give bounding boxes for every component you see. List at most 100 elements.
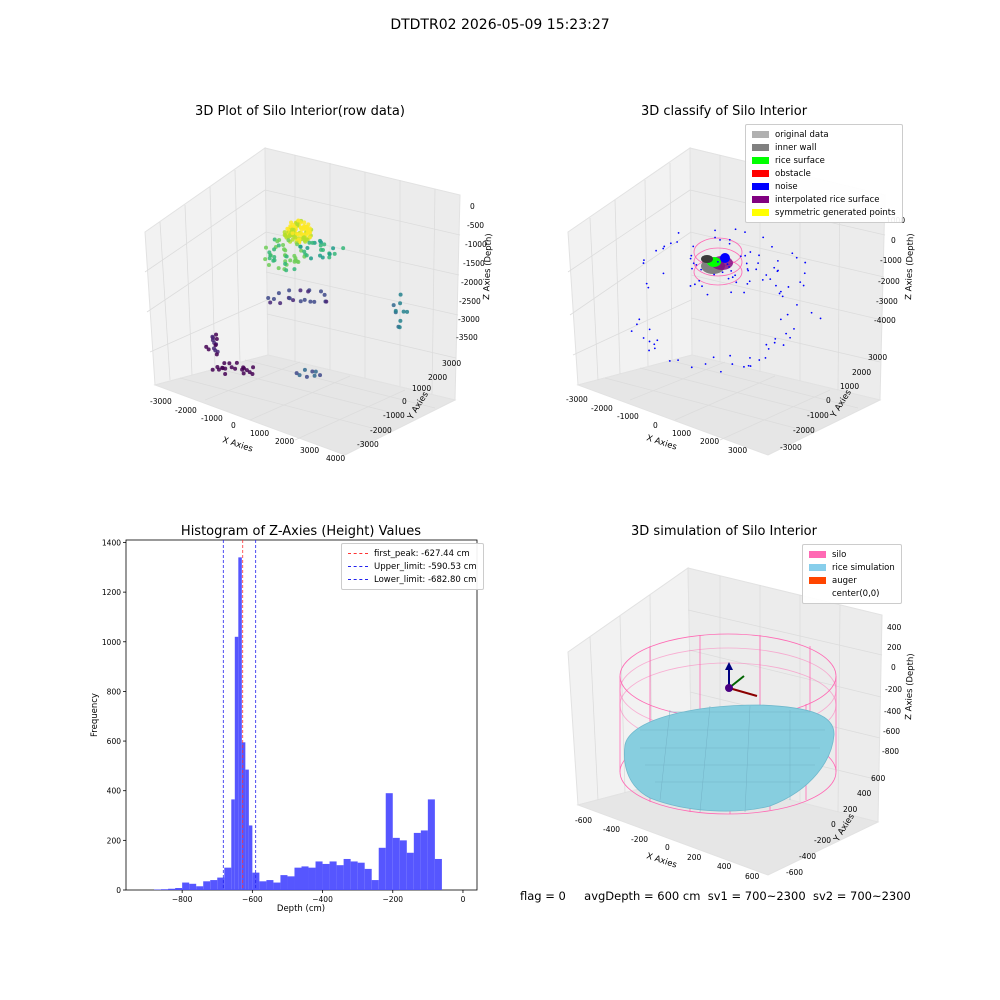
noise-point (791, 252, 794, 255)
noise-point (647, 286, 650, 289)
noise-point (729, 354, 732, 357)
histogram-bar (343, 858, 351, 890)
noise-point (700, 268, 703, 271)
histogram-bar (420, 830, 428, 890)
scatter-point (401, 309, 406, 314)
svg-text:0: 0 (831, 820, 836, 829)
noise-point (761, 279, 764, 281)
histogram-y-tick-label: 400 (107, 787, 122, 796)
histogram-bar (259, 881, 267, 890)
svg-text:-2000: -2000 (878, 277, 900, 286)
svg-text:0: 0 (891, 663, 896, 672)
noise-point (757, 262, 759, 264)
scatter-point (296, 218, 301, 223)
scatter-point (304, 253, 309, 258)
scatter-point (298, 288, 303, 293)
histogram-bar (273, 882, 281, 890)
histogram-x-tick-label: −600 (242, 895, 263, 904)
scatter-point (266, 263, 271, 268)
histogram-bar (357, 862, 365, 890)
histogram-bar (248, 825, 253, 890)
scatter-point (263, 245, 268, 250)
scatter-point (318, 289, 323, 294)
histogram-x-tick-label: −200 (382, 895, 403, 904)
scatter-point (307, 240, 312, 245)
panel1-scatter-points (204, 218, 410, 379)
noise-point (804, 261, 807, 264)
scatter-point (391, 303, 396, 308)
svg-text:200: 200 (687, 853, 702, 862)
svg-text:-500: -500 (467, 221, 484, 230)
histogram-bar (280, 875, 288, 890)
svg-text:-400: -400 (603, 825, 620, 834)
histogram-bar (329, 861, 337, 890)
panel1-grid (144, 155, 461, 441)
noise-point (749, 365, 752, 367)
legend-item-lower-limit: Lower_limit: -682.80 cm (348, 573, 477, 586)
scatter-point (276, 266, 281, 271)
histogram-y-tick-label: 600 (107, 737, 122, 746)
histogram-bar (182, 882, 190, 890)
noise-point (689, 285, 692, 287)
noise-point (690, 366, 693, 369)
noise-point (645, 282, 648, 285)
noise-point (803, 272, 806, 275)
noise-point (747, 364, 750, 367)
histogram-x-ticks: −800 −600 −400 −200 0 (172, 890, 466, 904)
scatter-point (278, 301, 283, 306)
noise-point (773, 266, 776, 269)
svg-text:-200: -200 (885, 685, 902, 694)
svg-text:-3000: -3000 (458, 315, 480, 324)
panel4-x-ticks: -600 -400 -200 0 200 400 600 (575, 816, 760, 881)
svg-text:-1000: -1000 (383, 411, 405, 420)
noise-point (689, 257, 692, 260)
svg-text:3000: 3000 (868, 353, 887, 362)
histogram-bar (392, 837, 400, 890)
scatter-point (292, 267, 297, 272)
noise-point (677, 232, 680, 234)
histogram-bar (287, 876, 295, 890)
scatter-point (210, 334, 215, 339)
scatter-point (214, 332, 219, 337)
panel1-zlabel: Z Axies (Depth) (482, 233, 494, 300)
noise-point (767, 348, 770, 350)
svg-text:0: 0 (891, 236, 896, 245)
scatter-point (341, 246, 346, 251)
scatter-point (229, 365, 234, 370)
panel2-title: 3D classify of Silo Interior (640, 104, 808, 119)
noise-point (731, 363, 734, 365)
histogram-y-tick-label: 1200 (102, 588, 121, 597)
status-line: flag = 0 avgDepth = 600 cm sv1 = 700~230… (520, 889, 911, 903)
noise-point (799, 281, 802, 284)
noise-point (778, 292, 781, 295)
svg-text:-2500: -2500 (459, 297, 481, 306)
scatter-point (282, 230, 287, 235)
noise-point (630, 330, 633, 333)
noise-point (810, 311, 813, 314)
histogram-bar (378, 847, 386, 890)
svg-text:-3000: -3000 (150, 397, 172, 406)
histogram-bar (231, 799, 235, 890)
histogram-bar (245, 769, 249, 890)
svg-text:0: 0 (231, 421, 236, 430)
svg-text:200: 200 (887, 643, 902, 652)
scatter-point (271, 258, 276, 263)
histogram-bar (217, 877, 225, 890)
noise-point (691, 267, 693, 270)
noise-point (744, 231, 746, 234)
histogram-bar (385, 793, 393, 890)
noise-point (701, 285, 703, 288)
panel4-zlabel: Z Axies (Depth) (904, 653, 916, 720)
noise-point (765, 343, 768, 346)
noise-point (775, 284, 777, 287)
noise-point (746, 282, 749, 285)
scatter-point (298, 244, 303, 249)
noise-point (698, 279, 701, 282)
histogram-bar (336, 865, 344, 890)
scatter-point (290, 231, 295, 236)
noise-point (730, 291, 733, 294)
scatter-point (206, 347, 211, 352)
noise-point (706, 293, 709, 296)
scatter-point (318, 243, 323, 248)
scatter-point (276, 243, 281, 248)
